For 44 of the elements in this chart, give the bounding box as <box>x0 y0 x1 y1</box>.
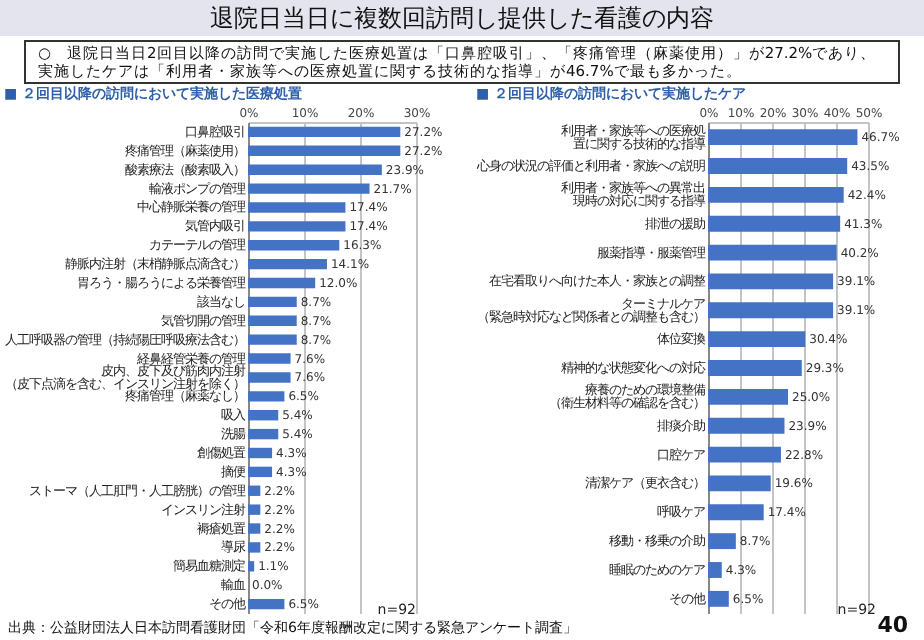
bar <box>708 417 785 434</box>
bar <box>708 129 858 146</box>
bar <box>248 296 297 308</box>
bar <box>248 504 261 515</box>
bar <box>248 164 382 175</box>
bar <box>248 145 401 156</box>
bar <box>248 277 316 289</box>
bar <box>708 186 844 203</box>
bar <box>708 302 834 319</box>
bar <box>248 334 297 345</box>
bar <box>248 258 327 270</box>
bar <box>708 215 841 232</box>
bar <box>708 590 729 607</box>
bar <box>248 240 340 251</box>
bar <box>248 221 346 232</box>
bar <box>248 428 279 440</box>
bar <box>708 158 848 174</box>
bar <box>708 504 764 521</box>
bar <box>248 523 261 534</box>
bar <box>708 475 771 492</box>
bar <box>708 244 837 261</box>
bar <box>708 388 788 405</box>
bar <box>248 126 401 138</box>
bar <box>248 561 255 572</box>
bar <box>708 360 802 376</box>
bar <box>248 447 273 459</box>
bar <box>708 533 736 550</box>
bar <box>708 446 781 463</box>
bar <box>248 372 291 383</box>
bar <box>248 598 285 610</box>
bar <box>248 485 261 496</box>
text: 退院日当日に複数回訪問し提供した看護の内容 <box>0 0 924 36</box>
text: 40 <box>877 612 908 638</box>
bar <box>248 391 285 402</box>
bar <box>708 331 806 348</box>
bar <box>708 562 722 578</box>
bar <box>248 353 291 364</box>
bar <box>708 273 834 290</box>
bar <box>248 410 279 421</box>
bar <box>248 202 346 213</box>
bar <box>248 466 273 478</box>
bar <box>248 183 370 194</box>
bar <box>248 315 297 326</box>
bar <box>248 542 261 553</box>
